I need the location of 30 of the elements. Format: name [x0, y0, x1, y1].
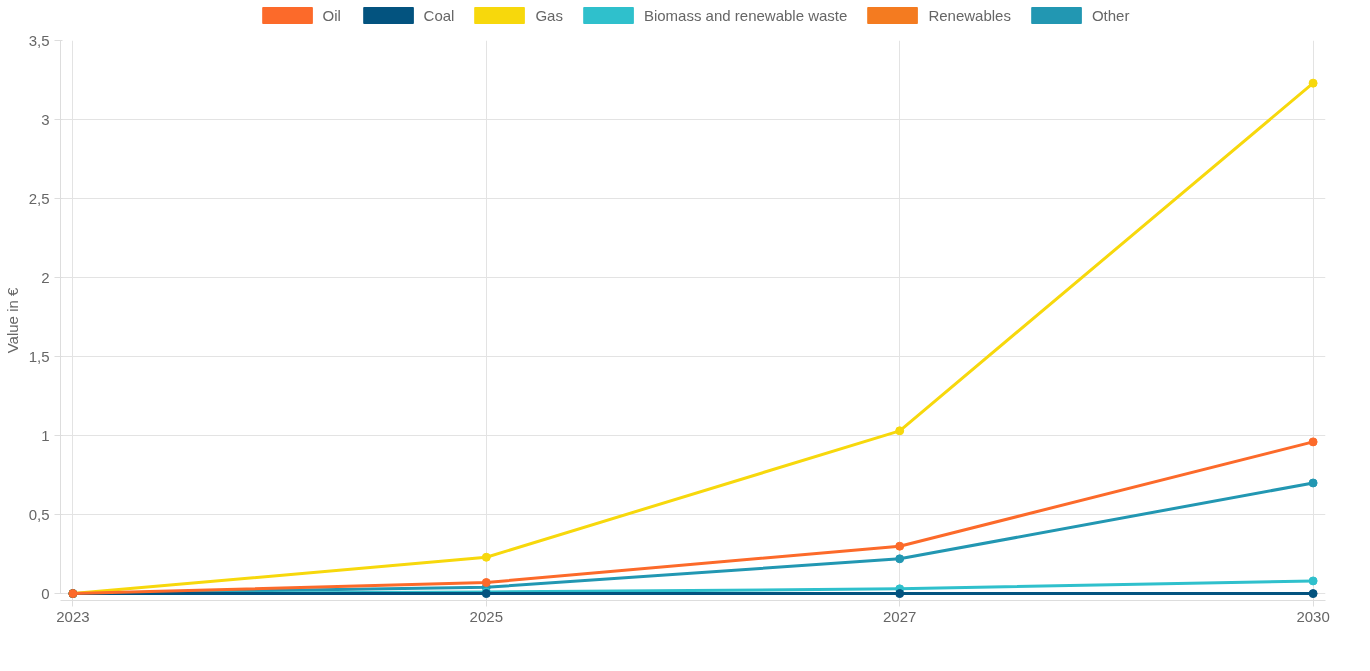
point — [895, 589, 905, 599]
legend-label: Other — [1091, 6, 1130, 24]
x-tick-label: 2025 — [469, 607, 503, 625]
y-tick-label: 2 — [41, 268, 50, 286]
y-tick-label: 0 — [41, 584, 50, 602]
legend-label: Gas — [535, 6, 563, 24]
point — [1308, 78, 1318, 88]
y-tick-label: 3 — [41, 110, 50, 128]
point — [1308, 589, 1318, 599]
y-tick-label: 1 — [41, 426, 50, 444]
y-tick-label: 0,5 — [28, 505, 50, 523]
point — [895, 541, 905, 551]
legend-label: Oil — [322, 6, 342, 24]
point — [1308, 478, 1318, 488]
legend-label: Renewables — [928, 6, 1011, 24]
x-tick-label: 2023 — [56, 607, 90, 625]
y-axis-title: Value in € — [3, 287, 21, 354]
x-tick-label: 2027 — [883, 607, 917, 625]
y-tick-label: 2,5 — [28, 189, 50, 207]
point — [1308, 437, 1318, 447]
x-tick-label: 2030 — [1296, 607, 1330, 625]
legend-label: Coal — [423, 6, 455, 24]
y-tick-label: 1,5 — [28, 347, 50, 365]
point — [481, 552, 491, 562]
point — [481, 578, 491, 588]
legend-label: Biomass and renewable waste — [643, 6, 848, 24]
y-tick-label: 3,5 — [28, 31, 50, 49]
point — [1308, 576, 1318, 586]
point — [895, 426, 905, 436]
point — [895, 554, 905, 564]
